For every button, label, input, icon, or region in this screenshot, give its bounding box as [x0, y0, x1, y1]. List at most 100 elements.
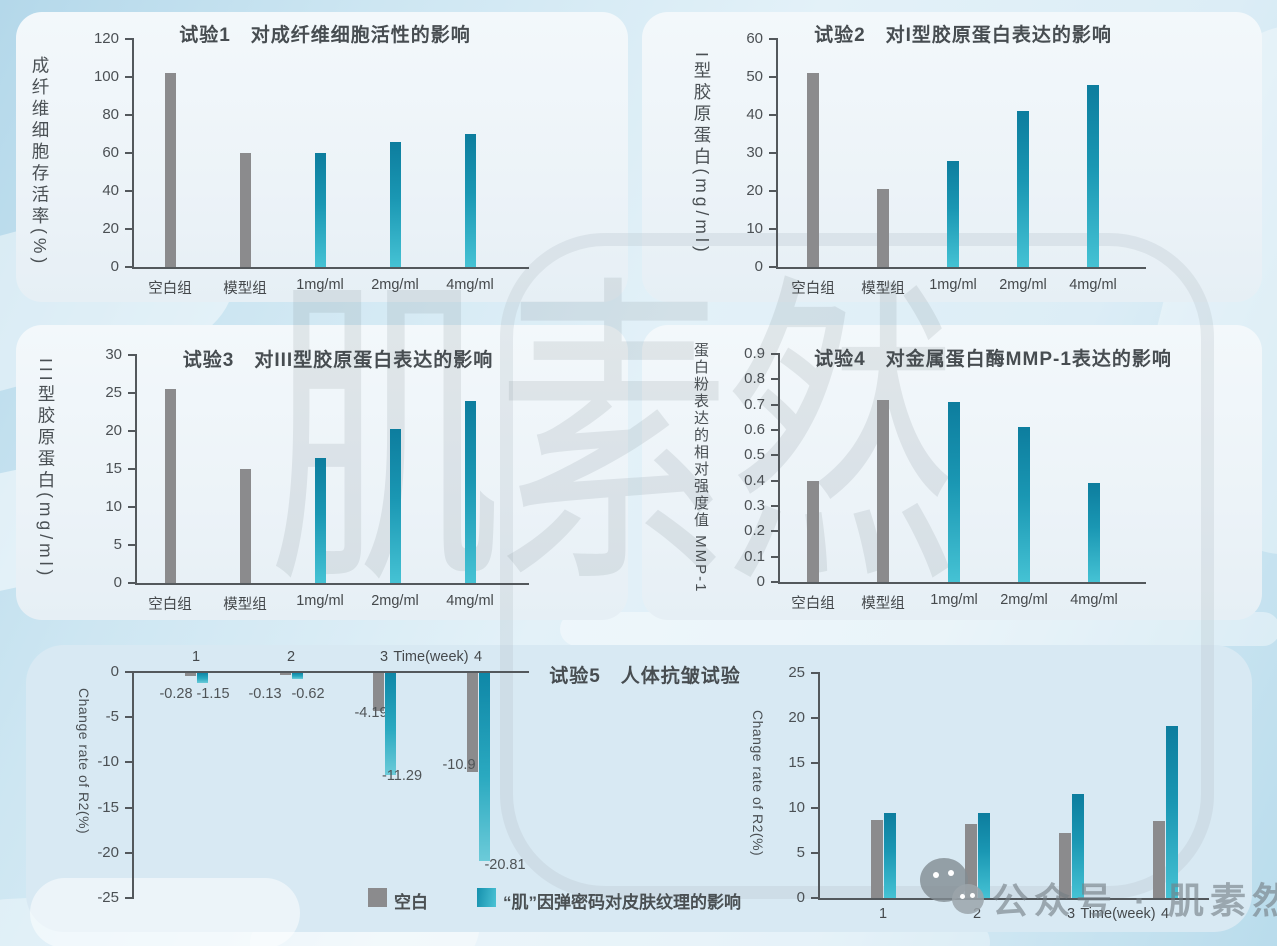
y-tick: [811, 672, 818, 674]
y-tick-label: 30: [105, 346, 122, 363]
y-axis-label-test1: 成纤维细胞存活率(%): [30, 56, 50, 268]
x-category-label: 1mg/ml: [296, 593, 344, 609]
x-category-label: 2mg/ml: [999, 277, 1047, 293]
x-category-label: 4mg/ml: [446, 277, 494, 293]
y-tick: [771, 403, 778, 406]
y-tick-label: 10: [788, 799, 805, 816]
bar-value-label: -0.13: [248, 686, 282, 702]
bar-空白组: [164, 389, 176, 583]
x-category-label: 模型组: [223, 597, 267, 613]
y-tick-label: 50: [746, 68, 763, 85]
y-tick: [128, 354, 135, 356]
y-tick-label: 15: [788, 754, 805, 771]
y-tick-label: 15: [105, 460, 122, 477]
y-tick: [769, 266, 776, 268]
x-category-label: 2mg/ml: [371, 277, 419, 293]
y-tick-label: 0.7: [744, 395, 765, 413]
wave-shape: [30, 878, 300, 946]
y-tick: [125, 671, 132, 673]
bar-模型组: [239, 153, 251, 267]
bar-2mg/ml: [1017, 111, 1029, 267]
y-tick-label: 80: [102, 106, 119, 123]
y-tick-label: 20: [105, 422, 122, 439]
y-tick-label: 10: [105, 498, 122, 515]
y-axis-label-test5-right: Change rate of R2(%): [750, 710, 766, 857]
bar-2mg/ml: [1018, 427, 1030, 582]
y-tick: [125, 806, 132, 809]
y-tick: [125, 761, 132, 764]
legend-label-blank: 空白: [394, 893, 428, 912]
bar-teal-week1: [196, 673, 208, 684]
y-tick: [125, 38, 132, 40]
y-tick-label: 0.4: [744, 471, 765, 489]
y-tick-label: 30: [746, 144, 763, 161]
chart-title-test2: 试验2 对I型胶原蛋白表达的影响: [814, 25, 1112, 46]
bar-4mg/ml: [1087, 84, 1099, 267]
chart-title-test5: 试验5 人体抗皱试验: [549, 666, 741, 687]
bar-teal-week1: [883, 813, 896, 898]
bar-teal-week2: [977, 813, 990, 898]
bar-空白组: [807, 480, 819, 582]
bar-teal-week3: [1071, 793, 1084, 898]
bar-gray-week1: [184, 673, 196, 676]
y-tick: [771, 454, 778, 457]
x-category-label: 4: [1160, 906, 1170, 922]
x-category-label: 1mg/ml: [929, 277, 977, 293]
y-tick: [811, 717, 818, 719]
x-category-label: 1mg/ml: [930, 592, 978, 608]
y-tick-label: -5: [105, 708, 119, 726]
legend-swatch-product: [477, 888, 496, 907]
bar-4mg/ml: [1088, 483, 1100, 582]
y-tick: [769, 38, 776, 40]
y-tick-label: 5: [113, 536, 122, 553]
wechat-icon: [920, 856, 996, 928]
bar-空白组: [807, 73, 819, 267]
bar-1mg/ml: [947, 160, 959, 267]
y-tick: [128, 392, 135, 394]
y-tick-label: 60: [102, 144, 119, 161]
y-tick-label: -25: [97, 889, 119, 906]
y-tick-label: -15: [97, 798, 119, 816]
x-category-label: 空白组: [148, 597, 192, 613]
bar-teal-week4: [478, 673, 490, 862]
x-category-label: 空白组: [148, 281, 192, 297]
bar-1mg/ml: [314, 153, 326, 267]
y-tick-label: 0: [110, 663, 119, 680]
y-tick: [771, 530, 778, 533]
y-axis-line: [135, 354, 137, 584]
bar-gray-week3: [372, 673, 384, 711]
bar-value-label: -4.19: [354, 705, 388, 721]
y-tick-label: 60: [746, 30, 763, 47]
y-axis-label-test4: 蛋白粉表达的相对强度值 MMP-1: [692, 342, 709, 594]
y-tick: [811, 852, 818, 854]
y-tick: [771, 378, 778, 381]
bar-teal-week2: [291, 673, 303, 679]
bar-1mg/ml: [948, 402, 960, 582]
x-axis-title: Time(week): [393, 649, 469, 665]
y-tick-label: 0: [796, 889, 805, 906]
bar-gray-week3: [1058, 833, 1071, 898]
legend-label-product: “肌”因弹密码对皮肤纹理的影响: [503, 893, 741, 912]
y-tick-label: 0.6: [744, 421, 765, 438]
x-axis-line: [132, 267, 529, 269]
legend-swatch-blank: [368, 888, 387, 907]
y-tick: [769, 152, 776, 154]
x-category-label: 2mg/ml: [371, 593, 419, 609]
x-category-label: 2: [972, 906, 982, 922]
y-tick-label: -10: [97, 753, 119, 771]
y-tick-label: 40: [746, 106, 763, 123]
bar-gray-week2: [279, 673, 291, 675]
bar-value-label: -0.28: [159, 686, 193, 702]
bar-value-label: -10.9: [442, 757, 476, 773]
y-tick-label: 0.5: [744, 446, 765, 464]
y-axis-label-test5-left: Change rate of R2(%): [76, 688, 92, 835]
x-category-label: 模型组: [861, 281, 905, 297]
bar-value-label: -11.29: [381, 768, 423, 784]
x-category-label: 4: [473, 649, 483, 665]
bar-模型组: [877, 189, 889, 267]
y-tick-label: 0.8: [744, 370, 765, 388]
y-tick: [769, 228, 776, 230]
y-tick-label: 40: [102, 182, 119, 199]
y-tick: [771, 505, 778, 507]
